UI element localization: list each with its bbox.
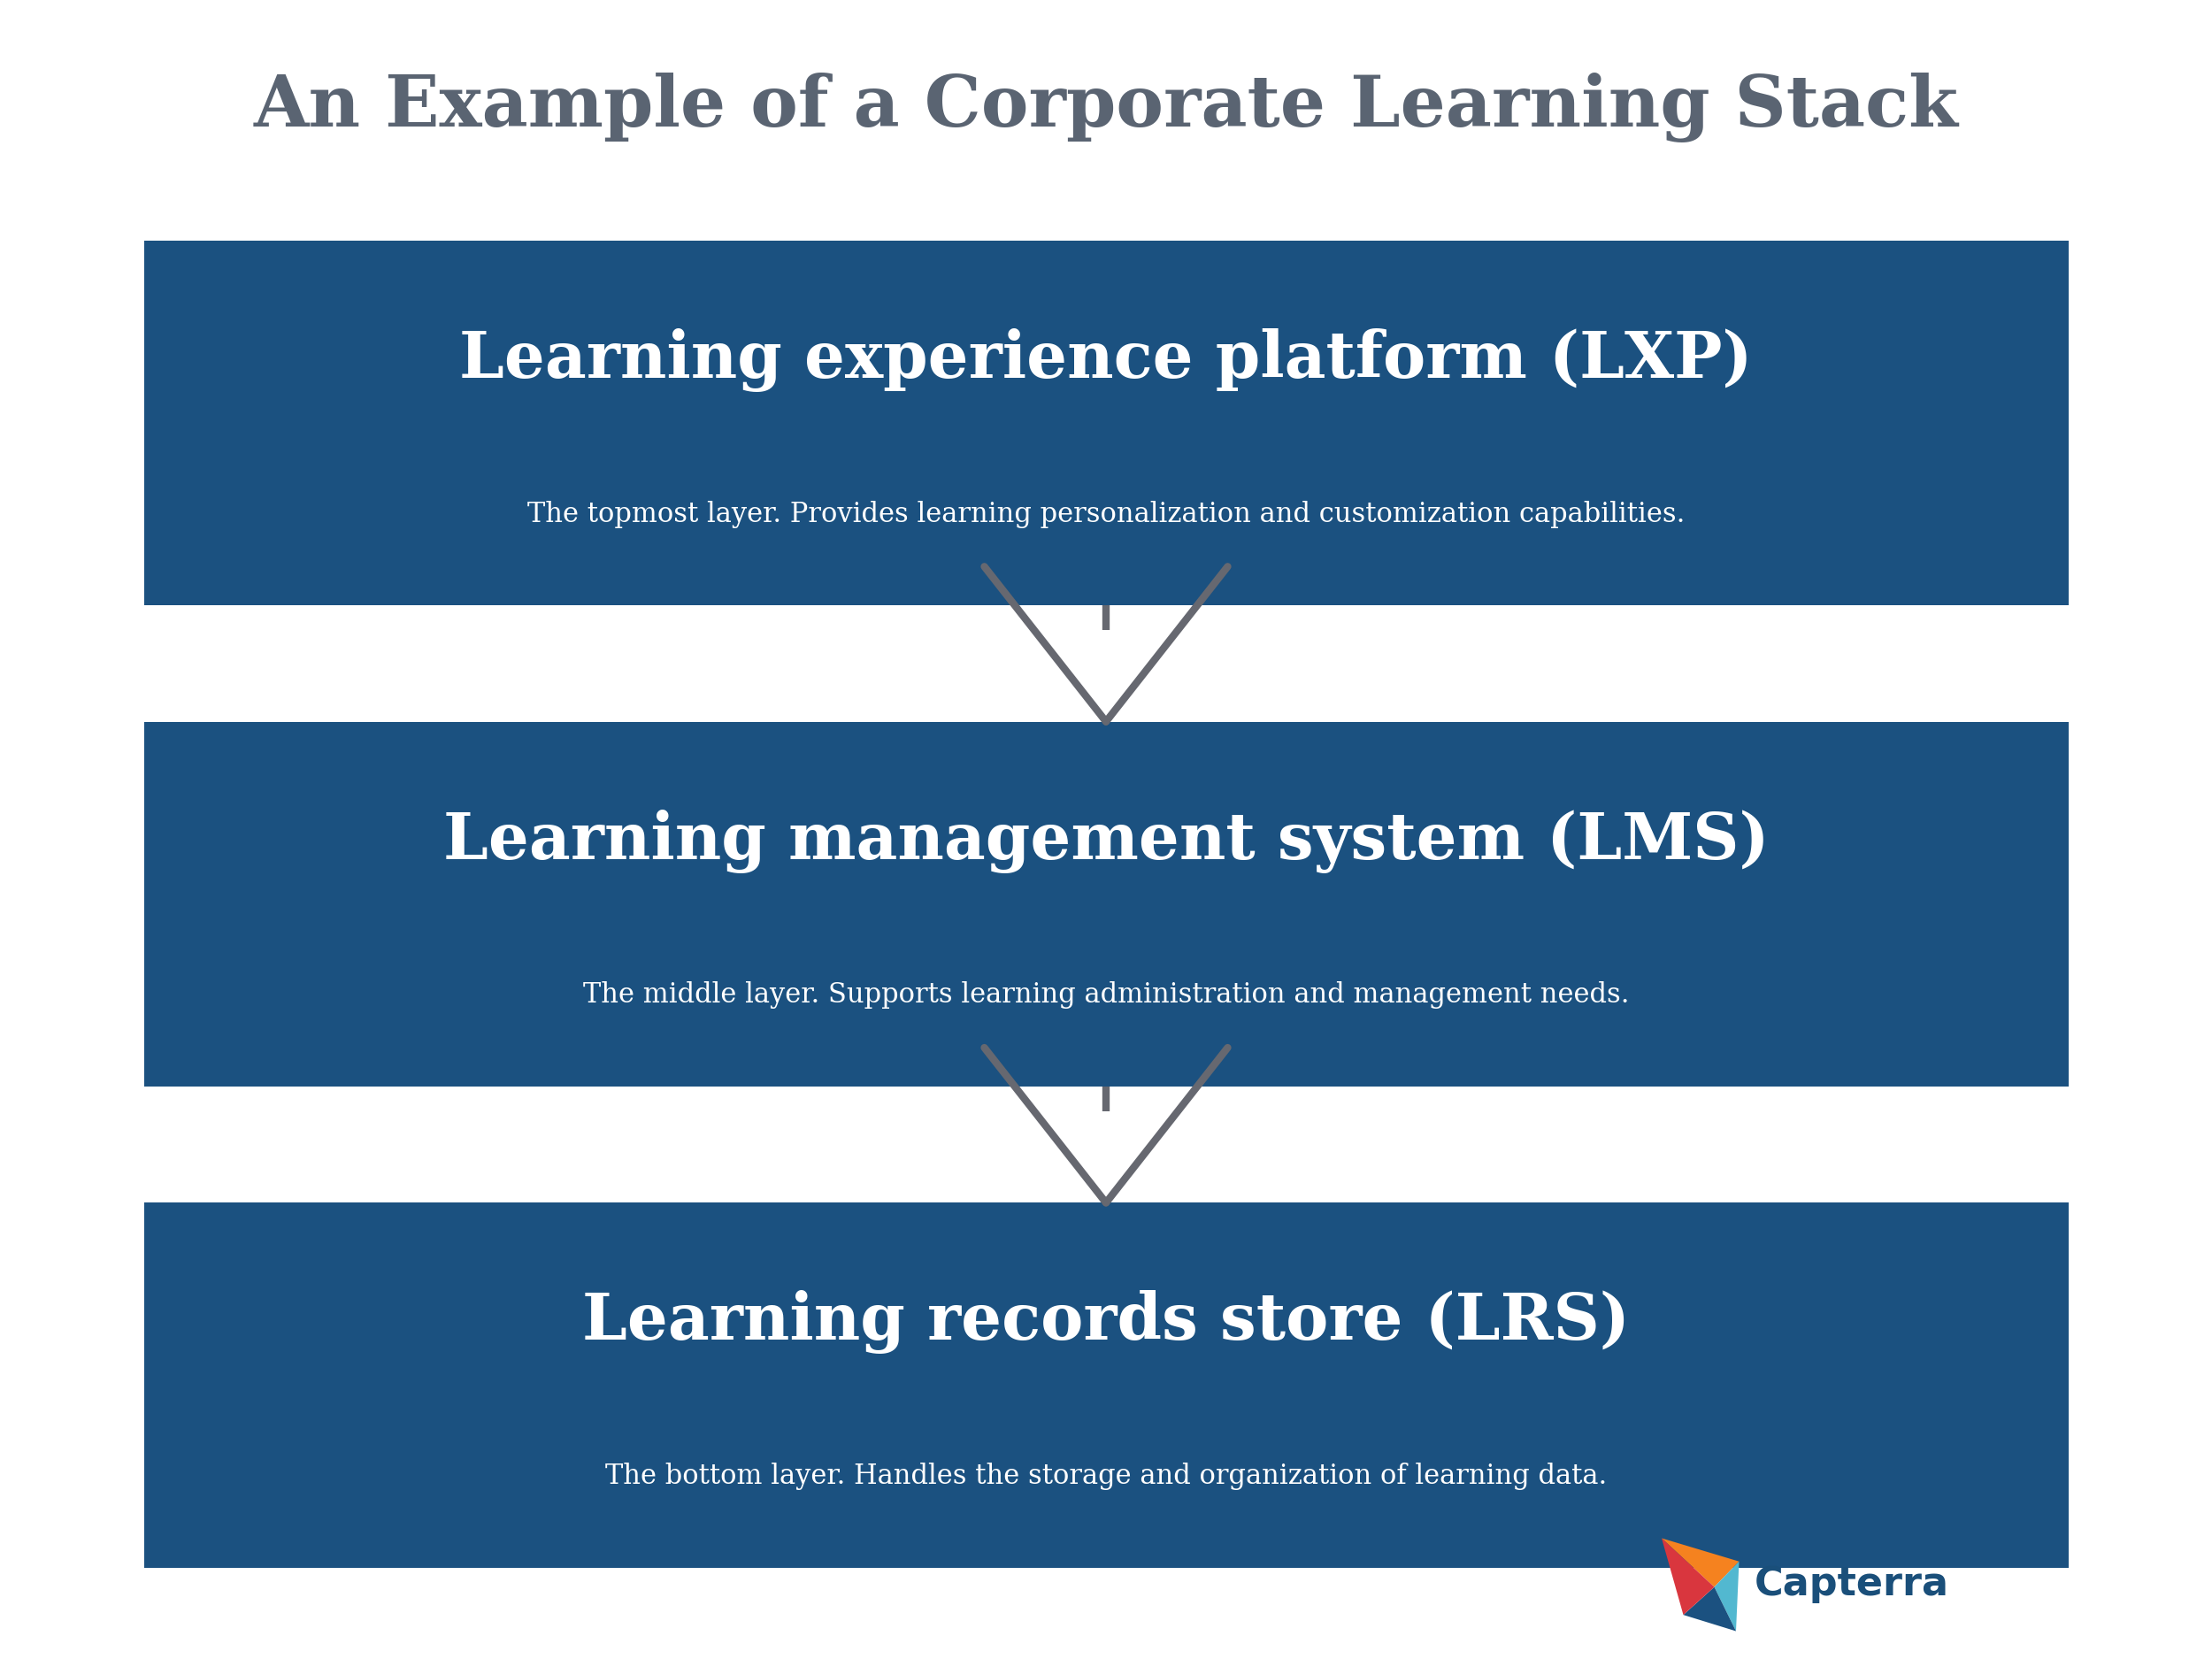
Text: An Example of a Corporate Learning Stack: An Example of a Corporate Learning Stack xyxy=(254,73,1958,143)
Polygon shape xyxy=(1661,1538,1739,1588)
Text: Learning experience platform (LXP): Learning experience platform (LXP) xyxy=(460,328,1752,392)
Bar xyxy=(144,241,2068,606)
Text: Capterra: Capterra xyxy=(1754,1566,1949,1604)
Polygon shape xyxy=(1714,1561,1739,1631)
Text: The middle layer. Supports learning administration and management needs.: The middle layer. Supports learning admi… xyxy=(584,982,1628,1009)
Polygon shape xyxy=(1661,1538,1714,1614)
Text: The topmost layer. Provides learning personalization and customization capabilit: The topmost layer. Provides learning per… xyxy=(526,501,1686,528)
Bar xyxy=(144,722,2068,1087)
Text: Learning management system (LMS): Learning management system (LMS) xyxy=(442,810,1770,873)
Polygon shape xyxy=(1683,1588,1736,1631)
Bar xyxy=(144,1203,2068,1568)
Text: The bottom layer. Handles the storage and organization of learning data.: The bottom layer. Handles the storage an… xyxy=(606,1463,1606,1490)
Text: Learning records store (LRS): Learning records store (LRS) xyxy=(582,1291,1630,1354)
